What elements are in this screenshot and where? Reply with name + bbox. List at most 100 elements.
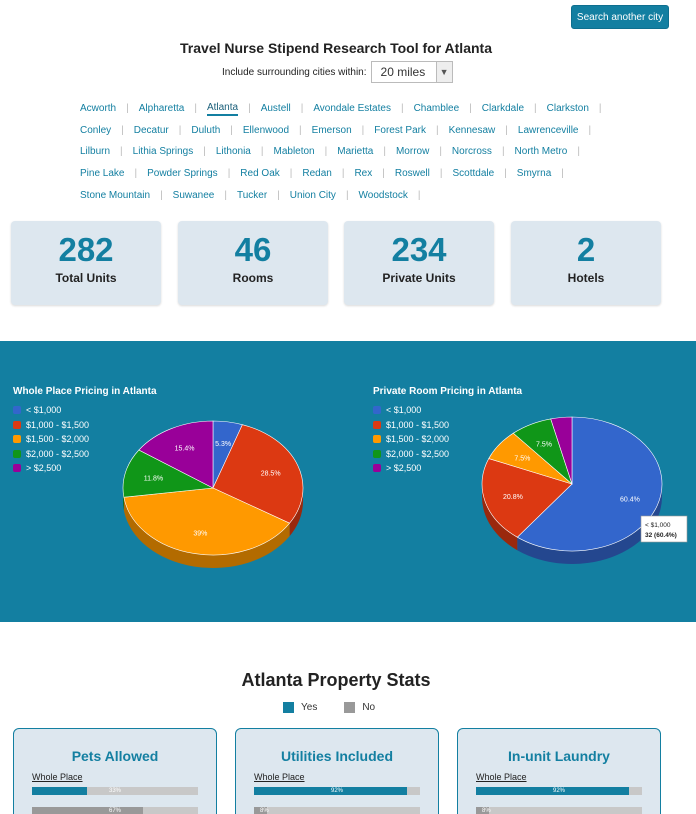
city-link-austell[interactable]: Austell [260, 103, 291, 115]
city-link-atlanta[interactable]: Atlanta [206, 102, 239, 116]
city-link-chamblee[interactable]: Chamblee [413, 103, 460, 115]
tooltip-category: < $1,000 [645, 522, 671, 529]
bar-no-label: 8% [482, 808, 491, 814]
pie-chart-whole-place: 5.3% 28.5% 39% 11.8% 15.4% [122, 420, 304, 568]
city-link-north-metro[interactable]: North Metro [514, 146, 568, 158]
radius-label: Include surrounding cities within: [222, 66, 367, 78]
city-link-emerson[interactable]: Emerson [311, 124, 352, 136]
pie-slice[interactable] [212, 424, 304, 524]
city-link-ellenwood[interactable]: Ellenwood [242, 124, 290, 136]
city-link-kennesaw[interactable]: Kennesaw [448, 124, 496, 136]
pie-data-label: 7.5% [536, 441, 552, 448]
city-separator: | [300, 103, 304, 115]
pie-data-label: 7.5% [514, 455, 530, 462]
legend-swatch [373, 449, 381, 458]
city-link-powder-springs[interactable]: Powder Springs [147, 168, 218, 180]
city-separator: | [230, 124, 233, 136]
pie-slice[interactable] [481, 458, 573, 538]
stat-label: Hotels [567, 271, 605, 285]
city-link-stone-mountain[interactable]: Stone Mountain [80, 189, 151, 201]
pie-slice[interactable] [516, 416, 663, 552]
pie-data-label: 20.8% [503, 494, 523, 501]
city-separator: | [248, 103, 251, 115]
stat-card-title: Pets Allowed [71, 748, 159, 764]
tooltip-value: 32 (60.4%) [645, 532, 677, 539]
chart-title-whole-place: Whole Place Pricing in Atlanta [13, 386, 157, 397]
city-link-forest-park[interactable]: Forest Park [374, 124, 426, 136]
pie-slice[interactable] [550, 416, 573, 485]
search-another-city-button[interactable]: Search another city [571, 5, 669, 29]
city-separator: | [260, 146, 264, 158]
city-link-lithia-springs[interactable]: Lithia Springs [132, 146, 194, 158]
bar-no-track: 8% [476, 807, 642, 814]
city-link-roswell[interactable]: Roswell [394, 168, 430, 180]
city-link-mableton[interactable]: Mableton [273, 146, 315, 158]
city-separator: | [345, 189, 349, 201]
stat-card-in-unit-laundry: In-unit Laundry Whole Place 92% 8% [457, 728, 661, 814]
legend-swatch [13, 449, 21, 458]
city-link-marietta[interactable]: Marietta [337, 146, 374, 158]
city-link-union-city[interactable]: Union City [289, 189, 336, 201]
city-link-rex[interactable]: Rex [354, 168, 373, 180]
city-link-clarkdale[interactable]: Clarkdale [481, 103, 525, 115]
city-link-decatur[interactable]: Decatur [133, 124, 169, 136]
city-link-duluth[interactable]: Duluth [191, 124, 221, 136]
city-row: Acworth | Alpharetta | Atlanta | Austell | Avond… [80, 98, 620, 120]
city-link-tucker[interactable]: Tucker [236, 189, 268, 201]
stat-value: 2 [576, 231, 596, 268]
city-link-suwanee[interactable]: Suwanee [172, 189, 215, 201]
city-link-red-oak[interactable]: Red Oak [240, 168, 280, 180]
legend-item: $2,000 - $2,500 [373, 447, 449, 462]
city-separator: | [341, 168, 345, 180]
city-link-lawrenceville[interactable]: Lawrenceville [517, 124, 579, 136]
legend-swatch [373, 435, 381, 444]
bar-yes-track: 92% [254, 787, 420, 795]
city-link-redan[interactable]: Redan [302, 168, 332, 180]
city-link-norcross[interactable]: Norcross [451, 146, 492, 158]
city-link-morrow[interactable]: Morrow [395, 146, 430, 158]
city-link-clarkston[interactable]: Clarkston [546, 103, 589, 115]
bar-yes-label: 33% [108, 788, 121, 794]
city-row: Pine Lake | Powder Springs | Red Oak | Redan | R… [80, 163, 620, 185]
bar-yes-fill [32, 787, 87, 795]
city-separator: | [534, 103, 537, 115]
chevron-down-icon[interactable]: ▼ [435, 62, 452, 82]
city-link-alpharetta[interactable]: Alpharetta [138, 103, 185, 115]
city-link-conley[interactable]: Conley [80, 124, 112, 136]
pie-slice[interactable] [138, 420, 214, 489]
city-separator: | [439, 168, 443, 180]
pie-slice[interactable] [122, 449, 215, 498]
city-link-acworth[interactable]: Acworth [80, 103, 117, 115]
property-stats-title: Atlanta Property Stats [241, 670, 431, 690]
bar-no-track: 8% [254, 807, 420, 814]
city-separator: | [160, 189, 163, 201]
city-separator: | [435, 124, 439, 136]
city-link-woodstock[interactable]: Woodstock [358, 189, 408, 201]
city-link-lilburn[interactable]: Lilburn [80, 146, 111, 158]
legend-swatch [373, 464, 381, 473]
stat-card-hotels: 2 Hotels [511, 221, 661, 305]
pie-slice[interactable] [123, 487, 291, 556]
stat-card-title: In-unit Laundry [508, 748, 610, 764]
legend-label: $1,500 - $2,000 [386, 434, 450, 445]
city-link-lithonia[interactable]: Lithonia [215, 146, 251, 158]
bar-no-fill [476, 807, 490, 814]
city-link-pine-lake[interactable]: Pine Lake [80, 168, 125, 180]
stat-value: 46 [234, 231, 272, 268]
pie-data-label: 11.8% [144, 476, 163, 483]
city-separator: | [324, 146, 328, 158]
bar-no-fill [32, 807, 144, 814]
bar-no-label: 67% [108, 808, 121, 814]
radius-select[interactable]: 20 miles ▼ [370, 61, 453, 83]
legend-label: > $2,500 [26, 463, 62, 474]
pie-slice-side [289, 488, 303, 537]
bar-yes-label: 92% [552, 788, 565, 794]
city-link-scottdale[interactable]: Scottdale [452, 168, 495, 180]
page-title: Travel Nurse Stipend Research Tool for A… [180, 40, 492, 56]
pie-slice-side [123, 497, 290, 568]
city-separator: | [126, 103, 129, 115]
city-separator: | [134, 168, 138, 180]
city-link-avondale-estates[interactable]: Avondale Estates [313, 103, 391, 115]
city-separator: | [417, 189, 421, 201]
city-link-smyrna[interactable]: Smyrna [516, 168, 552, 180]
